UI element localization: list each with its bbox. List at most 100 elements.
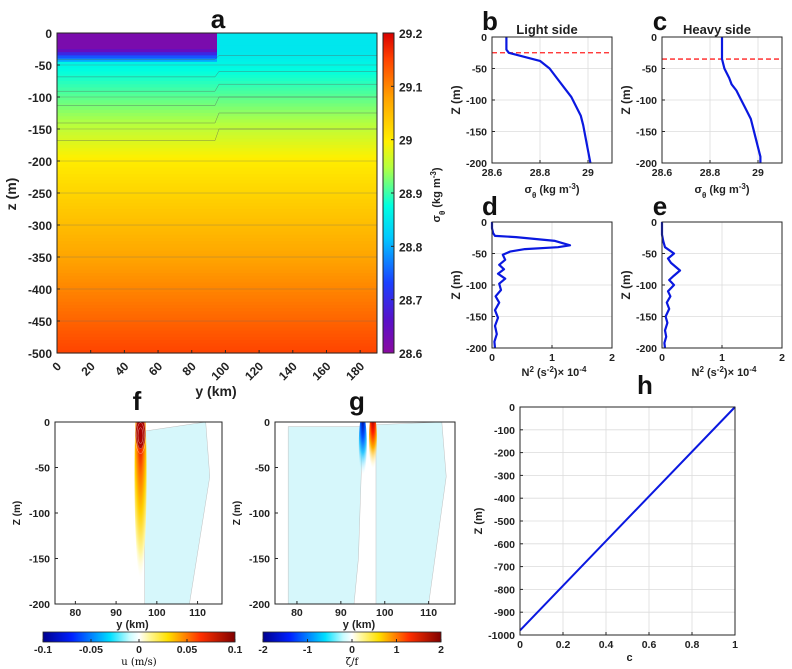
panel-h-frame — [519, 406, 736, 636]
x-tick-label: 29 — [752, 167, 764, 179]
colorbar-tick-label: -0.05 — [79, 644, 103, 656]
density-band-light — [57, 74, 217, 79]
density-band-light — [57, 177, 217, 181]
y-tick-label: -200 — [636, 158, 657, 170]
density-band-heavy — [217, 42, 377, 47]
colorbar-tick-label: 29 — [399, 134, 413, 148]
density-band-heavy — [217, 97, 377, 101]
panel-d-frame — [491, 221, 613, 349]
density-band-light — [57, 266, 217, 271]
y-tick-label: -200 — [494, 448, 515, 460]
colorbar-tick-label: 29.1 — [399, 80, 423, 94]
x-tick-label: 180 — [343, 359, 367, 383]
density-band-heavy — [217, 189, 377, 194]
x-axis-label-part: (s — [534, 367, 547, 379]
density-band-light — [57, 90, 217, 95]
y-tick-label: -300 — [28, 219, 52, 233]
panel-label-g: g — [349, 386, 365, 416]
y-tick-label: -400 — [494, 493, 515, 505]
density-band-light — [57, 301, 217, 306]
x-tick-label: 1 — [549, 352, 555, 364]
density-band-light — [57, 100, 217, 104]
density-band-heavy — [217, 295, 377, 300]
x-axis-label: y (km) — [343, 619, 376, 631]
n2-profile-line — [660, 222, 682, 349]
density-band-light — [57, 260, 217, 264]
density-band-heavy — [217, 333, 377, 338]
x-axis-label-part: -4 — [579, 365, 587, 374]
x-tick-label: 90 — [335, 607, 347, 619]
density-band-heavy — [217, 87, 377, 92]
density-band-light — [57, 129, 217, 133]
jet-maximum — [135, 422, 146, 449]
density-band-heavy — [217, 276, 377, 280]
density-band-light — [57, 305, 217, 309]
panel-label-e: e — [653, 191, 667, 221]
density-band-heavy — [217, 90, 377, 95]
density-band-light — [57, 77, 217, 82]
y-tick-label: -100 — [494, 425, 515, 437]
density-band-heavy — [217, 247, 377, 252]
density-band-heavy — [217, 170, 377, 175]
c-profile-line — [519, 406, 736, 632]
x-axis-label-part: ) — [576, 184, 580, 196]
x-axis-label: y (km) — [195, 383, 236, 399]
density-band-heavy — [217, 129, 377, 133]
y-tick-label: -50 — [642, 64, 657, 76]
density-band-light — [57, 154, 217, 159]
density-band-heavy — [217, 196, 377, 200]
y-tick-label: -150 — [466, 127, 487, 139]
y-axis-label: Z (m) — [449, 270, 463, 299]
density-band-heavy — [217, 77, 377, 82]
y-tick-label: -100 — [466, 280, 487, 292]
y-tick-label: -150 — [249, 554, 270, 566]
density-band-heavy — [217, 260, 377, 264]
colorbar-tick-label: 28.7 — [399, 294, 423, 308]
density-band-heavy — [217, 125, 377, 130]
density-band-heavy — [217, 148, 377, 152]
density-band-heavy — [217, 199, 377, 204]
density-band-heavy — [217, 209, 377, 213]
density-band-heavy — [217, 234, 377, 239]
density-band-light — [57, 116, 217, 120]
x-axis-label-part: (kg m — [536, 184, 569, 196]
x-tick-label: 60 — [146, 359, 166, 379]
density-band-light — [57, 97, 217, 101]
density-band-heavy — [217, 317, 377, 322]
x-tick-label: 28.8 — [700, 167, 721, 179]
x-axis-label-part: )× 10 — [724, 367, 749, 379]
density-band-light — [57, 205, 217, 210]
n2-profile-line — [490, 222, 572, 349]
density-band-heavy — [217, 106, 377, 111]
x-axis-label: N2 (s-2)× 10-4 — [692, 365, 757, 380]
isopycnal-front-contour — [57, 83, 377, 92]
density-band-heavy — [217, 193, 377, 197]
density-band-heavy — [217, 65, 377, 69]
density-band-heavy — [217, 138, 377, 143]
colorbar-tick-label: 1 — [394, 644, 400, 656]
density-band-heavy — [217, 237, 377, 242]
density-band-heavy — [217, 346, 377, 351]
x-axis-label-part: (s — [704, 367, 717, 379]
density-band-heavy — [217, 221, 377, 226]
density-band-light — [57, 186, 217, 191]
x-axis-label: σθ (kg m-3) — [524, 182, 579, 200]
x-axis-label-part: N — [692, 367, 700, 379]
colorbar-tick-label: -1 — [303, 644, 312, 656]
density-band-light — [57, 87, 217, 92]
density-band-light — [57, 228, 217, 232]
density-band-heavy — [217, 52, 377, 56]
y-tick-label: -250 — [28, 187, 52, 201]
density-band-light — [57, 202, 217, 207]
density-band-heavy — [217, 228, 377, 232]
y-tick-label: 0 — [44, 417, 50, 429]
density-band-light — [57, 263, 217, 268]
density-band-heavy — [217, 321, 377, 325]
density-band-light — [57, 324, 217, 328]
y-axis-label: Z (m) — [12, 501, 23, 525]
x-tick-label: 110 — [189, 607, 206, 619]
jet-contour — [137, 427, 144, 444]
density-band-heavy — [217, 167, 377, 172]
density-band-heavy — [217, 257, 377, 261]
y-tick-label: -50 — [35, 59, 53, 73]
